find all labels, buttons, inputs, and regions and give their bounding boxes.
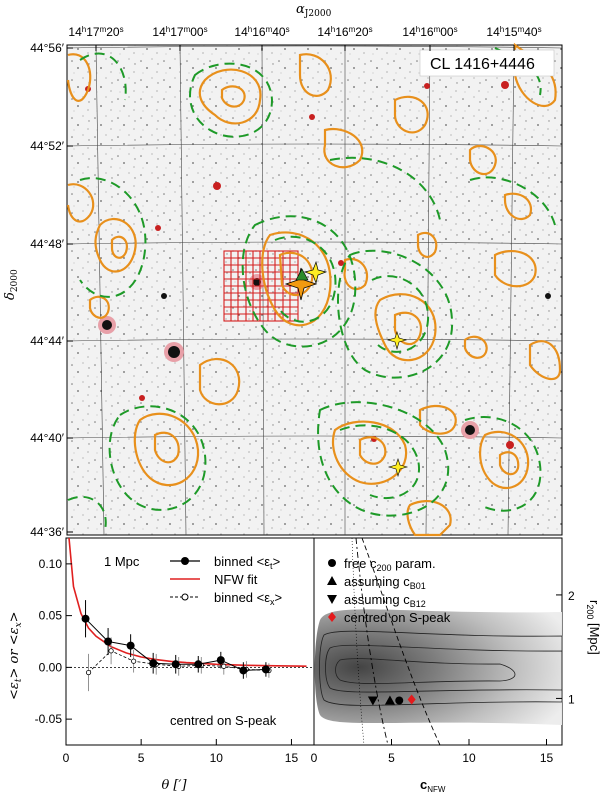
centre-annotation: centred on S-peak: [170, 713, 277, 728]
cross-shear-point: [131, 658, 137, 664]
s-peak-point: [407, 694, 416, 705]
likelihood-panel: 0 5 10 15 1 2 free c200 param. assuming cB01 …: [311, 537, 600, 794]
shear-x-tick-label: 15: [285, 751, 299, 765]
yellow-star-icon: [386, 331, 408, 351]
legend-filled-circle-icon: [181, 557, 189, 565]
tangential-shear-point: [126, 641, 135, 650]
ra-tick-label: 14h17m20s: [68, 25, 123, 39]
shear-plot-content: [66, 537, 314, 692]
ra-tick-label: 14h17m00s: [152, 25, 207, 39]
ra-tick-label: 14h16m40s: [234, 25, 289, 39]
shear-y-label: <εt> or <εx>: [7, 611, 24, 700]
lik-x-tick-label: 10: [462, 751, 476, 765]
tangential-shear-point: [104, 637, 113, 646]
lik-x-tick-label: 0: [311, 751, 318, 765]
green-contours: [67, 47, 556, 531]
likelihood-axes: 0 5 10 15 1 2: [311, 589, 575, 765]
likelihood-legend: free c200 param. assuming cB01 assuming …: [327, 556, 451, 625]
lik-y-tick-label: 1: [568, 692, 575, 706]
ra-tick-labels: 14h17m20s 14h17m00s 14h16m40s 14h16m20s 14h1…: [68, 25, 542, 51]
yellow-star-icon: [303, 260, 328, 285]
likelihood-contour: [325, 644, 563, 693]
tangential-shear-point: [171, 660, 180, 669]
dotted-relation: [351, 537, 365, 746]
dec-tick-label: 44°48′: [30, 237, 64, 251]
legend-open-circle-icon: [181, 593, 189, 601]
cluster-label-box: [419, 49, 555, 77]
svg-text:NFW fit: NFW fit: [214, 572, 258, 587]
tangential-shear-point: [261, 665, 270, 674]
likelihood-y-label: r200 [Mpc]: [585, 600, 600, 655]
svg-text:assuming cB01: assuming cB01: [344, 574, 426, 591]
likelihood-content: [314, 537, 563, 746]
ra-tick-label: 14h15m40s: [486, 25, 541, 39]
shear-axes: 0 5 10 15 -0.05 0.00 0.05 0.10: [35, 557, 299, 765]
shear-x-label: θ [′]: [161, 778, 187, 793]
likelihood-points: [367, 694, 416, 706]
cb01-point: [384, 695, 395, 705]
dec-axis-title: δ2000: [3, 269, 20, 300]
sky-image-panel: CL 1416+4446: [66, 42, 563, 537]
shear-x-tick-label: 10: [210, 751, 224, 765]
lik-x-tick-label: 15: [540, 751, 554, 765]
dec-tick-label: 44°56′: [30, 41, 64, 55]
lik-x-tick-label: 5: [388, 751, 395, 765]
cb12-relation: [361, 537, 441, 746]
cb12-point: [367, 696, 378, 706]
tangential-shear-point: [81, 614, 90, 623]
svg-text:binned <εx>: binned <εx>: [214, 590, 282, 607]
green-triangle-icon: [295, 268, 309, 281]
lik-y-tick-label: 2: [568, 589, 575, 603]
likelihood-contour: [319, 630, 563, 706]
shear-profile-panel: 0 5 10 15 -0.05 0.00 0.05 0.10 1 Mpc centred on…: [7, 537, 315, 793]
svg-text:centred on S-peak: centred on S-peak: [344, 610, 451, 625]
dec-tick-label: 44°40′: [30, 431, 64, 445]
likelihood-region: [314, 609, 562, 725]
dec-tick-labels: 44°56′ 44°52′ 44°48′ 44°44′ 44°40′ 44°36′: [30, 41, 73, 539]
legend-triangle-up-icon: [327, 576, 337, 585]
svg-text:free c200 param.: free c200 param.: [344, 556, 436, 573]
shear-x-tick-label: 0: [63, 751, 70, 765]
legend-circle-icon: [328, 559, 336, 567]
ra-axis-title: αJ2000: [296, 2, 332, 19]
shear-y-tick-label: -0.05: [35, 712, 63, 726]
cb01-relation: [355, 537, 389, 746]
shear-x-tick-label: 5: [138, 751, 145, 765]
shear-y-tick-label: 0.10: [39, 557, 63, 571]
scale-annotation: 1 Mpc: [104, 554, 140, 569]
cross-shear-point: [85, 669, 92, 676]
shear-y-tick-label: 0.00: [39, 660, 63, 674]
yellow-star-icon: [387, 458, 409, 478]
ra-tick-label: 14h16m20s: [317, 25, 372, 39]
cluster-label: CL 1416+4446: [430, 56, 535, 73]
legend-diamond-icon: [328, 612, 336, 622]
shear-y-tick-label: 0.05: [39, 609, 63, 623]
dec-tick-label: 44°52′: [30, 139, 64, 153]
svg-text:binned <εt>: binned <εt>: [214, 554, 280, 571]
tangential-shear-point: [216, 656, 225, 665]
bright-sources: [85, 81, 551, 449]
dec-tick-label: 44°36′: [30, 525, 64, 539]
markers: [284, 260, 409, 478]
tangential-shear-point: [149, 659, 158, 668]
likelihood-x-label: cNFW: [420, 777, 446, 794]
likelihood-contour: [335, 658, 516, 684]
shear-legend: binned <εt> NFW fit binned <εx>: [170, 554, 282, 607]
free-c200-point: [395, 696, 404, 705]
legend-triangle-down-icon: [327, 595, 337, 604]
ra-tick-label: 14h16m00s: [402, 25, 457, 39]
dec-tick-label: 44°44′: [30, 334, 64, 348]
svg-text:assuming cB12: assuming cB12: [344, 592, 426, 609]
tangential-shear-point: [194, 660, 203, 669]
cross-shear-point: [221, 663, 227, 669]
orange-star-icon: [284, 267, 318, 301]
tangential-shear-point: [239, 666, 248, 675]
cross-shear-point: [108, 648, 114, 654]
